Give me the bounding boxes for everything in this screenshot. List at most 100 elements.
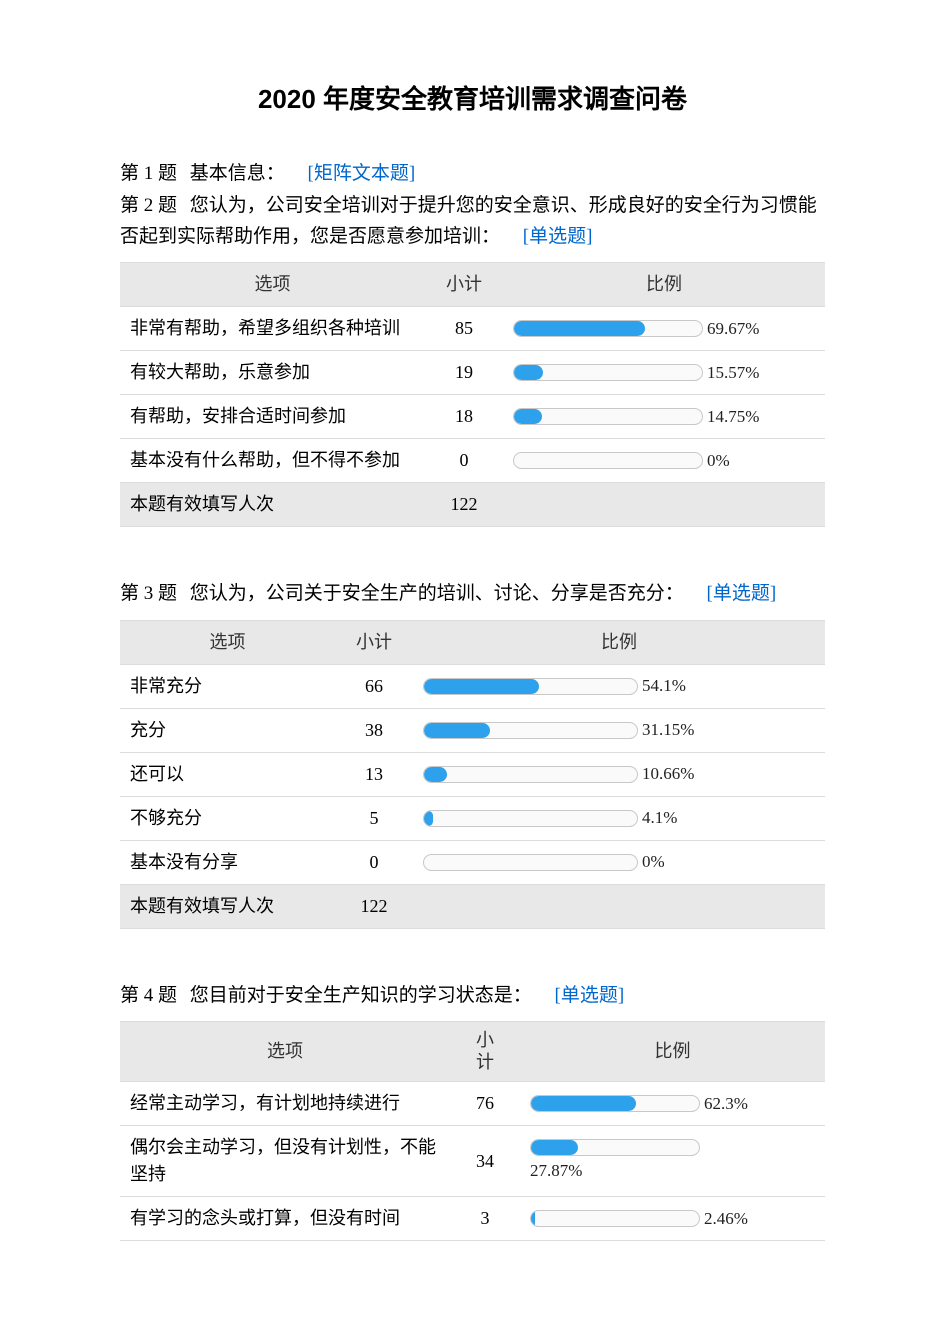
- bar-track: [423, 854, 638, 871]
- option-label: 经常主动学习，有计划地持续进行: [120, 1082, 450, 1126]
- question-4-line: 第 4 题 您目前对于安全生产知识的学习状态是： [单选题]: [120, 981, 825, 1011]
- table-row: 基本没有什么帮助，但不得不参加00%: [120, 439, 825, 483]
- question-4-text: 您目前对于安全生产知识的学习状态是：: [190, 985, 532, 1006]
- bar-track: [530, 1210, 700, 1227]
- table-row: 有帮助，安排合适时间参加1814.75%: [120, 395, 825, 439]
- col-ratio: 比例: [520, 1021, 825, 1081]
- bar-track: [513, 320, 703, 337]
- option-label: 非常充分: [120, 664, 335, 708]
- table-row: 非常有帮助，希望多组织各种培训85 69.67%: [120, 307, 825, 351]
- option-ratio: 27.87%: [520, 1126, 825, 1197]
- question-3-table: 选项 小计 比例 非常充分6654.1%充分3831.15%还可以1310.66…: [120, 620, 825, 929]
- question-2-table: 选项 小计 比例 非常有帮助，希望多组织各种培训8569.67%有较大帮助，乐意…: [120, 262, 825, 527]
- option-label: 充分: [120, 708, 335, 752]
- col-count: 小计: [335, 620, 413, 664]
- percent-label: 14.75%: [707, 404, 759, 430]
- option-ratio: 31.15%: [413, 708, 825, 752]
- question-3-prefix: 第 3 题: [120, 583, 177, 604]
- table-row: 基本没有分享00%: [120, 840, 825, 884]
- footer-total: 122: [425, 483, 503, 527]
- table-row: 不够充分5 4.1%: [120, 796, 825, 840]
- bar-track: [513, 364, 703, 381]
- footer-blank: [413, 884, 825, 928]
- bar-track: [423, 810, 638, 827]
- option-count: 19: [425, 351, 503, 395]
- col-option: 选项: [120, 1021, 450, 1081]
- question-4-type: [单选题]: [555, 985, 625, 1006]
- percent-label: 2.46%: [704, 1206, 748, 1232]
- footer-total: 122: [335, 884, 413, 928]
- footer-blank: [503, 483, 825, 527]
- col-count: 小计: [425, 263, 503, 307]
- table-footer-row: 本题有效填写人次122: [120, 483, 825, 527]
- question-4-prefix: 第 4 题: [120, 985, 177, 1006]
- table-footer-row: 本题有效填写人次122: [120, 884, 825, 928]
- question-4-table: 选项 小计 比例 经常主动学习，有计划地持续进行7662.3%偶尔会主动学习，但…: [120, 1021, 825, 1241]
- col-count: 小计: [450, 1021, 520, 1081]
- bar-fill: [424, 767, 447, 782]
- percent-label: 54.1%: [642, 673, 686, 699]
- percent-label: 0%: [707, 448, 730, 474]
- option-ratio: 0%: [413, 840, 825, 884]
- bar-track: [423, 722, 638, 739]
- col-option: 选项: [120, 620, 335, 664]
- bar-fill: [514, 321, 645, 336]
- option-count: 0: [335, 840, 413, 884]
- option-ratio: 10.66%: [413, 752, 825, 796]
- option-label: 有较大帮助，乐意参加: [120, 351, 425, 395]
- col-ratio: 比例: [413, 620, 825, 664]
- option-ratio: 2.46%: [520, 1197, 825, 1241]
- percent-label: 31.15%: [642, 717, 694, 743]
- option-count: 85: [425, 307, 503, 351]
- option-ratio: 14.75%: [503, 395, 825, 439]
- option-label: 非常有帮助，希望多组织各种培训: [120, 307, 425, 351]
- bar-fill: [424, 811, 433, 826]
- bar-fill: [424, 679, 539, 694]
- table-row: 非常充分66 54.1%: [120, 664, 825, 708]
- question-2-prefix: 第 2 题: [120, 195, 177, 216]
- option-ratio: 4.1%: [413, 796, 825, 840]
- option-ratio: 62.3%: [520, 1082, 825, 1126]
- option-ratio: 15.57%: [503, 351, 825, 395]
- option-label: 不够充分: [120, 796, 335, 840]
- option-label: 有帮助，安排合适时间参加: [120, 395, 425, 439]
- table-row: 有较大帮助，乐意参加1915.57%: [120, 351, 825, 395]
- option-label: 有学习的念头或打算，但没有时间: [120, 1197, 450, 1241]
- percent-label: 0%: [642, 849, 665, 875]
- question-2-type: [单选题]: [523, 226, 593, 247]
- percent-label: 62.3%: [704, 1091, 748, 1117]
- option-label: 基本没有什么帮助，但不得不参加: [120, 439, 425, 483]
- table-row: 偶尔会主动学习，但没有计划性，不能坚持34 27.87%: [120, 1126, 825, 1197]
- question-2-text: 您认为，公司安全培训对于提升您的安全意识、形成良好的安全行为习惯能否起到实际帮助…: [120, 195, 817, 246]
- percent-label: 27.87%: [530, 1158, 815, 1184]
- table-row: 经常主动学习，有计划地持续进行7662.3%: [120, 1082, 825, 1126]
- footer-label: 本题有效填写人次: [120, 483, 425, 527]
- bar-track: [530, 1095, 700, 1112]
- percent-label: 69.67%: [707, 316, 759, 342]
- option-ratio: 54.1%: [413, 664, 825, 708]
- question-1-type: [矩阵文本题]: [308, 163, 416, 184]
- table-row: 有学习的念头或打算，但没有时间3 2.46%: [120, 1197, 825, 1241]
- bar-fill: [531, 1096, 636, 1111]
- table-row: 充分3831.15%: [120, 708, 825, 752]
- bar-track: [423, 766, 638, 783]
- bar-fill: [424, 723, 490, 738]
- question-3-line: 第 3 题 您认为，公司关于安全生产的培训、讨论、分享是否充分： [单选题]: [120, 579, 825, 609]
- question-1-line: 第 1 题 基本信息： [矩阵文本题]: [120, 159, 825, 189]
- option-count: 3: [450, 1197, 520, 1241]
- table-row: 还可以1310.66%: [120, 752, 825, 796]
- question-3-type: [单选题]: [707, 583, 777, 604]
- option-count: 5: [335, 796, 413, 840]
- question-1-text: 基本信息：: [190, 163, 285, 184]
- bar-track: [513, 452, 703, 469]
- bar-track: [513, 408, 703, 425]
- question-2-line: 第 2 题 您认为，公司安全培训对于提升您的安全意识、形成良好的安全行为习惯能否…: [120, 191, 825, 252]
- option-label: 还可以: [120, 752, 335, 796]
- question-3-text: 您认为，公司关于安全生产的培训、讨论、分享是否充分：: [190, 583, 684, 604]
- bar-fill: [514, 365, 543, 380]
- option-count: 34: [450, 1126, 520, 1197]
- percent-label: 4.1%: [642, 805, 677, 831]
- option-label: 偶尔会主动学习，但没有计划性，不能坚持: [120, 1126, 450, 1197]
- option-count: 66: [335, 664, 413, 708]
- footer-label: 本题有效填写人次: [120, 884, 335, 928]
